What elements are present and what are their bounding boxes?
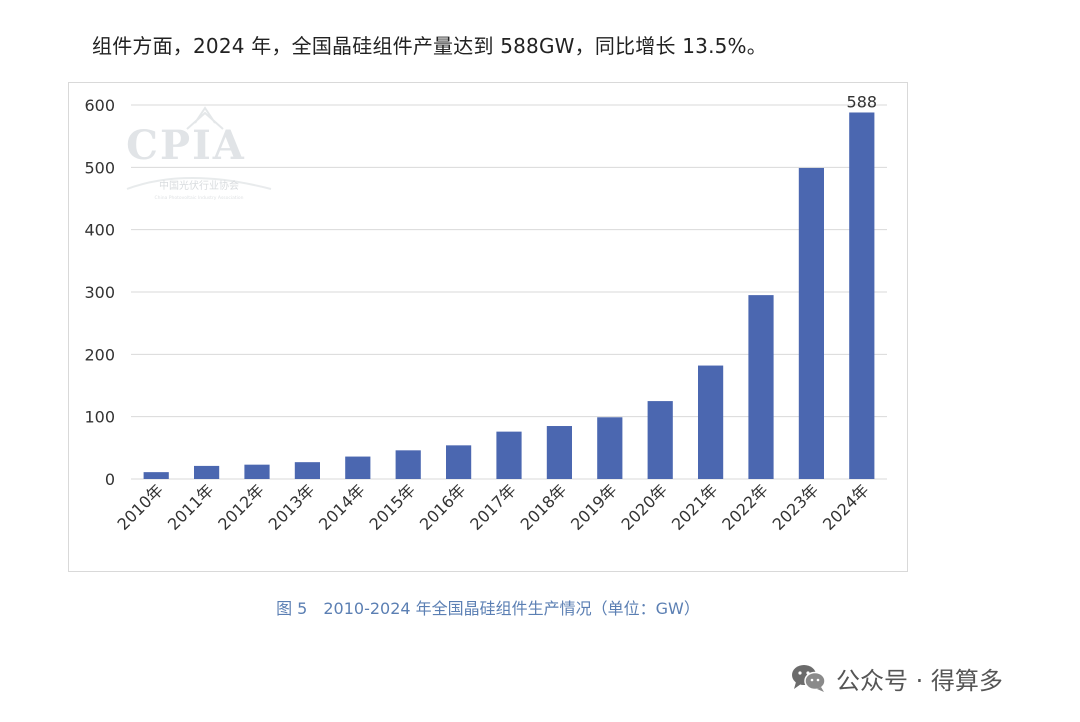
bar-chart: CPIA 中国光伏行业协会 China Photovoltaic Industr… [84,92,887,534]
x-tick-label: 2012年 [214,480,268,534]
x-tick-label: 2017年 [466,480,520,534]
y-tick-label: 100 [84,408,115,427]
cpia-org-en: China Photovoltaic Industry Association [154,195,243,201]
x-axis-ticks: 2010年2011年2012年2013年2014年2015年2016年2017年… [113,480,872,534]
bar-2022年 [748,295,774,479]
bar-2018年 [546,426,572,479]
data-label-2024年: 588 [847,92,878,111]
bar-2021年 [698,365,724,479]
y-tick-label: 0 [105,470,115,489]
x-tick-label: 2023年 [769,480,823,534]
x-tick-label: 2020年 [617,480,671,534]
x-tick-label: 2011年 [164,480,218,534]
y-tick-label: 200 [84,345,115,364]
x-tick-label: 2021年 [668,480,722,534]
bar-2012年 [244,464,270,479]
data-labels: 588 [847,92,878,111]
bar-2014年 [345,456,371,479]
bar-2010年 [143,472,169,479]
x-tick-label: 2015年 [365,480,419,534]
bar-series [143,112,875,480]
bar-2020年 [647,401,673,479]
y-axis-ticks: 0 100 200 300 400 500 600 [84,96,115,489]
y-tick-label: 400 [84,221,115,240]
y-tick-label: 600 [84,96,115,115]
bar-2015年 [395,450,421,479]
bar-2019年 [597,417,623,479]
account-label: 公众号 · 得算多 [836,666,1003,695]
intro-paragraph: 组件方面，2024 年，全国晶硅组件产量达到 588GW，同比增长 13.5%。 [92,34,767,58]
x-tick-label: 2010年 [113,480,167,534]
account-footer: 公众号 · 得算多 [790,660,1003,696]
x-tick-label: 2022年 [718,480,772,534]
chart-container: CPIA 中国光伏行业协会 China Photovoltaic Industr… [68,82,908,572]
figure-caption: 图 5 2010-2024 年全国晶硅组件生产情况（单位：GW） [276,599,700,618]
y-tick-label: 500 [84,158,115,177]
bar-2013年 [294,462,320,479]
cpia-logo-icon [186,106,224,130]
wechat-icon [792,665,826,692]
cpia-logo-text: CPIA [126,122,246,169]
bar-2016年 [446,445,472,479]
x-tick-label: 2024年 [819,480,873,534]
x-tick-label: 2019年 [567,480,621,534]
bar-2024年 [849,112,875,480]
bar-2011年 [194,465,220,479]
bar-2023年 [798,167,824,479]
x-tick-label: 2018年 [517,480,571,534]
x-tick-label: 2014年 [315,480,369,534]
y-tick-label: 300 [84,283,115,302]
cpia-arc [126,177,272,190]
x-tick-label: 2013年 [265,480,319,534]
cpia-org-cn: 中国光伏行业协会 [159,179,239,192]
bar-2017年 [496,431,522,479]
x-tick-label: 2016年 [416,480,470,534]
cpia-watermark: CPIA 中国光伏行业协会 China Photovoltaic Industr… [126,106,272,201]
